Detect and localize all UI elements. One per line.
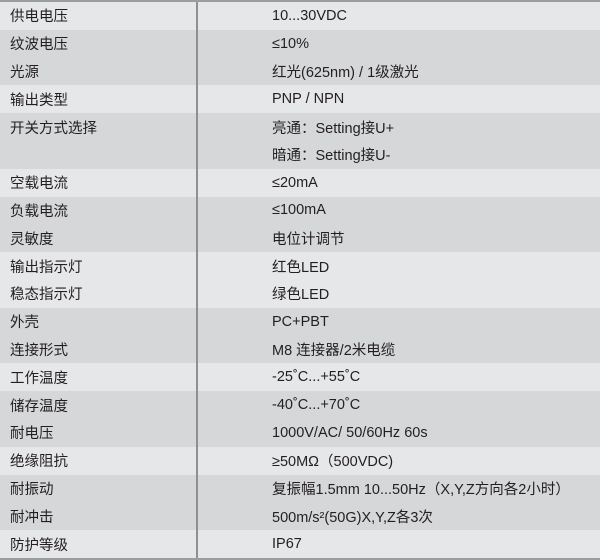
spec-label: 耐振动 (10, 481, 54, 498)
spec-value: 500m/s²(50G)X,Y,Z各3次 (272, 509, 433, 526)
spec-value: PNP / NPN (272, 91, 345, 108)
column-divider (196, 530, 198, 558)
spec-row: 光源 红光(625nm) / 1级激光 (0, 58, 600, 86)
spec-band: 外壳 PC+PBT 连接形式 M8 连接器/2米电缆 (0, 307, 600, 364)
spec-value: ≤100mA (272, 202, 326, 219)
spec-label: 负载电流 (10, 203, 68, 220)
spec-row: 工作温度 -25˚C...+55˚C (0, 363, 600, 391)
spec-band: 储存温度 -40˚C...+70˚C 耐电压 1000V/AC/ 50/60Hz 60… (0, 391, 600, 447)
spec-row: 空载电流 ≤20mA (0, 169, 600, 197)
column-divider (196, 252, 198, 308)
spec-label: 稳态指示灯 (10, 287, 83, 304)
spec-row: 输出指示灯 红色LED (0, 252, 600, 280)
column-divider (196, 307, 198, 364)
spec-band: 防护等级 IP67 (0, 530, 600, 558)
column-divider (196, 446, 198, 475)
spec-label: 纹波电压 (10, 37, 68, 54)
spec-label: 输出指示灯 (10, 259, 83, 276)
spec-band: 输出类型 PNP / NPN (0, 85, 600, 114)
spec-label: 灵敏度 (10, 231, 54, 248)
column-divider (196, 363, 198, 392)
spec-row: 负载电流 ≤100mA (0, 197, 600, 225)
spec-band: 纹波电压 ≤10% 光源 红光(625nm) / 1级激光 (0, 29, 600, 86)
spec-row: 耐电压 1000V/AC/ 50/60Hz 60s (0, 419, 600, 447)
column-divider (196, 196, 198, 253)
spec-label: 连接形式 (10, 342, 68, 359)
column-divider (196, 113, 198, 169)
spec-band: 空载电流 ≤20mA (0, 168, 600, 197)
spec-value: 绿色LED (272, 287, 330, 304)
spec-value: ≤20mA (272, 174, 318, 191)
spec-label: 储存温度 (10, 398, 68, 415)
spec-value: 红光(625nm) / 1级激光 (272, 64, 419, 81)
spec-row: 暗通：Setting接U- (0, 141, 600, 169)
spec-value: 亮通：Setting接U+ (272, 120, 395, 137)
spec-value: 红色LED (272, 259, 330, 276)
spec-label: 工作温度 (10, 370, 68, 387)
spec-row: 稳态指示灯 绿色LED (0, 280, 600, 308)
spec-label: 开关方式选择 (10, 120, 97, 137)
spec-label: 耐电压 (10, 426, 54, 443)
spec-row: 灵敏度 电位计调节 (0, 224, 600, 252)
spec-row: 绝缘阻抗 ≥50MΩ（500VDC) (0, 447, 600, 475)
spec-value: -40˚C...+70˚C (272, 397, 361, 414)
column-divider (196, 474, 198, 531)
spec-row: 耐振动 复振幅1.5mm 10...50Hz（X,Y,Z方向各2小时） (0, 475, 600, 503)
spec-label: 绝缘阻抗 (10, 454, 68, 471)
spec-label: 耐冲击 (10, 509, 54, 526)
spec-band: 工作温度 -25˚C...+55˚C (0, 363, 600, 392)
column-divider (196, 391, 198, 447)
column-divider (196, 29, 198, 86)
spec-band: 供电电压 10...30VDC (0, 2, 600, 30)
spec-value: 暗通：Setting接U- (272, 148, 391, 165)
spec-value: 10...30VDC (272, 7, 347, 24)
spec-value: IP67 (272, 536, 302, 553)
spec-row: 开关方式选择 亮通：Setting接U+ (0, 113, 600, 141)
spec-label: 输出类型 (10, 92, 68, 109)
spec-row: 供电电压 10...30VDC (0, 2, 600, 30)
spec-label: 外壳 (10, 315, 39, 332)
spec-value: PC+PBT (272, 313, 329, 330)
spec-value: 电位计调节 (272, 231, 345, 248)
spec-value: 1000V/AC/ 50/60Hz 60s (272, 424, 428, 441)
spec-value: ≤10% (272, 35, 309, 52)
spec-value: ≥50MΩ（500VDC) (272, 454, 394, 471)
spec-label: 供电电压 (10, 9, 68, 26)
spec-band: 负载电流 ≤100mA 灵敏度 电位计调节 (0, 196, 600, 253)
spec-label: 空载电流 (10, 176, 68, 193)
spec-band: 开关方式选择 亮通：Setting接U+ 暗通：Setting接U- (0, 113, 600, 169)
spec-row: 纹波电压 ≤10% (0, 30, 600, 58)
spec-row: 输出类型 PNP / NPN (0, 85, 600, 113)
column-divider (196, 2, 198, 30)
spec-band: 输出指示灯 红色LED 稳态指示灯 绿色LED (0, 252, 600, 308)
spec-row: 外壳 PC+PBT (0, 308, 600, 336)
spec-band: 绝缘阻抗 ≥50MΩ（500VDC) (0, 446, 600, 475)
spec-value: M8 连接器/2米电缆 (272, 342, 396, 359)
spec-row: 连接形式 M8 连接器/2米电缆 (0, 336, 600, 364)
spec-label: 光源 (10, 64, 39, 81)
spec-row: 防护等级 IP67 (0, 530, 600, 558)
spec-value: -25˚C...+55˚C (272, 369, 361, 386)
spec-label: 防护等级 (10, 537, 68, 554)
spec-band: 耐振动 复振幅1.5mm 10...50Hz（X,Y,Z方向各2小时） 耐冲击 500… (0, 474, 600, 531)
column-divider (196, 168, 198, 197)
column-divider (196, 85, 198, 114)
spec-row: 耐冲击 500m/s²(50G)X,Y,Z各3次 (0, 502, 600, 530)
spec-value: 复振幅1.5mm 10...50Hz（X,Y,Z方向各2小时） (272, 481, 570, 498)
spec-row: 储存温度 -40˚C...+70˚C (0, 391, 600, 419)
